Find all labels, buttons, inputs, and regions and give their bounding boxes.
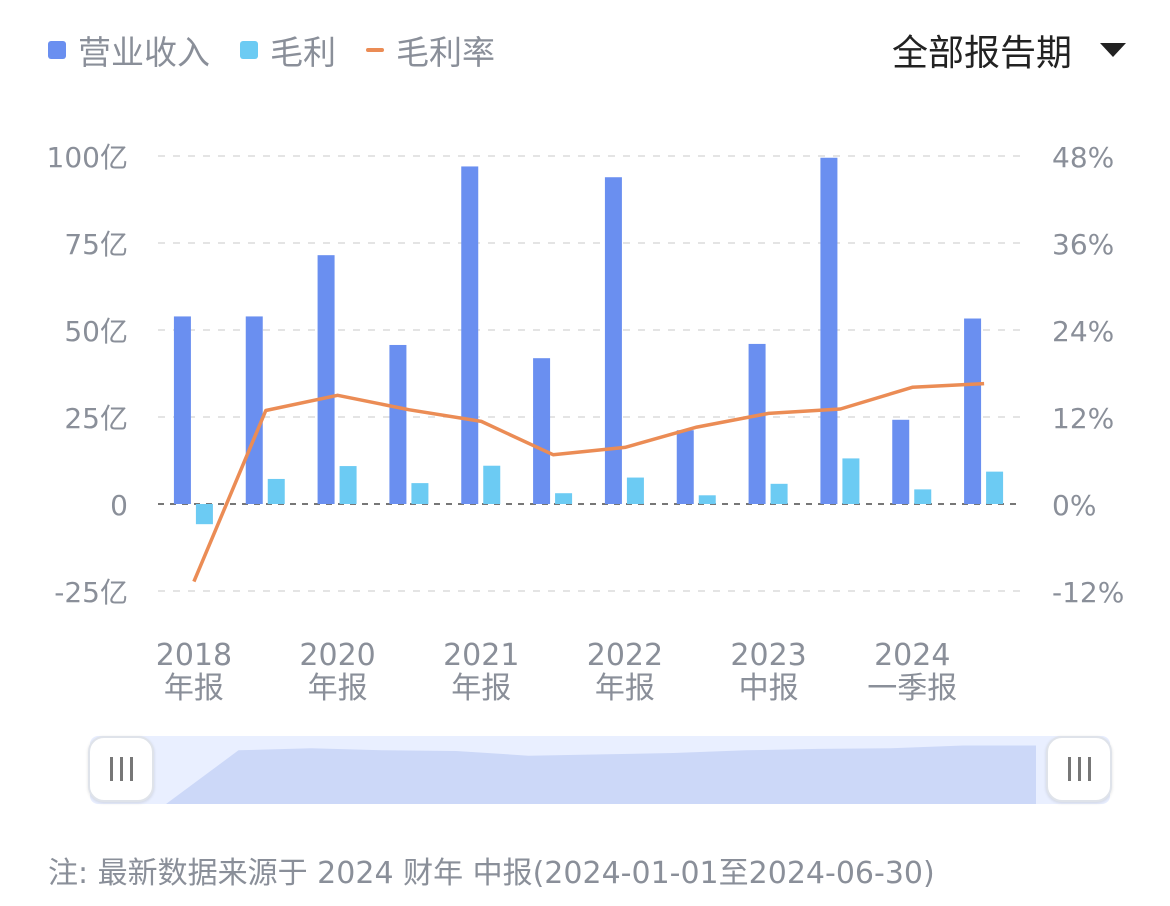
x-tick-label: 中报 (739, 671, 799, 706)
revenue-bar (604, 177, 622, 504)
gross-profit-bar (195, 504, 213, 525)
legend-item-revenue[interactable]: 营业收入 (48, 26, 210, 74)
x-tick-label: 年报 (164, 671, 224, 706)
gross-profit-bar (555, 493, 573, 504)
x-tick-label: 2023 (730, 638, 806, 673)
revenue-bar (461, 166, 479, 504)
x-tick-label: 年报 (451, 671, 511, 706)
slider-handle-right[interactable] (1046, 736, 1112, 802)
overview-area-chart (166, 745, 1036, 804)
y-right-tick-label: 36% (1052, 228, 1114, 261)
gross-profit-bar (698, 495, 716, 504)
revenue-bar (317, 255, 335, 504)
y-right-tick-label: 0% (1052, 489, 1096, 522)
revenue-bar (389, 344, 407, 504)
legend-label-revenue: 营业收入 (78, 33, 210, 72)
gross-profit-bar (483, 465, 501, 504)
x-tick-label: 年报 (595, 671, 655, 706)
x-tick-label: 2018 (156, 638, 232, 673)
gross-profit-bar (626, 477, 644, 504)
gross-profit-bar (267, 478, 285, 504)
legend-label-gross-profit: 毛利 (270, 33, 336, 72)
legend-label-gross-margin: 毛利率 (396, 33, 495, 72)
revenue-bar (173, 316, 191, 504)
y-left-tick-label: 100亿 (47, 141, 128, 174)
revenue-bar (676, 430, 694, 504)
revenue-bar (533, 358, 551, 504)
bar-line-chart: 100亿 48% 75亿 36% 50亿 24% 25亿 12% 0 0% -25亿 -12% 2018… (47, 141, 1125, 706)
gross-margin-line (192, 381, 985, 583)
slider-handle-left[interactable] (88, 736, 154, 802)
gross-profit-bar (339, 466, 357, 504)
x-tick-label: 2020 (299, 638, 375, 673)
legend-swatch-revenue (48, 41, 66, 59)
gross-profit-bar (842, 458, 860, 504)
report-period-dropdown[interactable]: 全部报告期 (892, 22, 1126, 78)
caret-down-icon (1100, 43, 1126, 57)
y-right-tick-label: 12% (1052, 402, 1114, 435)
revenue-bar (964, 318, 982, 504)
y-right-tick-label: 48% (1052, 141, 1114, 174)
x-tick-label: 一季报 (867, 671, 957, 706)
revenue-bar (245, 316, 263, 504)
revenue-bar (892, 419, 910, 504)
y-left-tick-label: 25亿 (64, 402, 128, 435)
legend-swatch-gross-margin (366, 48, 384, 52)
legend-item-gross-profit[interactable]: 毛利 (240, 26, 336, 74)
chart-legend: 营业收入 毛利 毛利率 (48, 22, 525, 78)
revenue-bar (748, 343, 766, 504)
legend-item-gross-margin[interactable]: 毛利率 (366, 26, 495, 74)
y-left-tick-label: -25亿 (54, 576, 128, 609)
y-left-tick-label: 50亿 (64, 315, 128, 348)
gross-profit-bar (986, 471, 1004, 504)
gross-profit-bar (914, 489, 932, 504)
y-left-tick-label: 75亿 (64, 228, 128, 261)
data-source-note: 注: 最新数据来源于 2024 财年 中报(2024-01-01至2024-06… (48, 856, 935, 891)
grip-icon (1067, 757, 1091, 781)
y-right-tick-label: 24% (1052, 315, 1114, 348)
revenue-bar (820, 157, 838, 505)
y-left-tick-label: 0 (110, 489, 128, 522)
x-tick-label: 2021 (443, 638, 519, 673)
report-period-label: 全部报告期 (891, 33, 1072, 74)
grip-icon (109, 757, 133, 781)
gross-profit-bar (770, 483, 788, 504)
y-right-tick-label: -12% (1052, 576, 1124, 609)
x-tick-label: 2022 (587, 638, 663, 673)
gross-profit-bar (411, 483, 429, 504)
range-slider[interactable] (88, 736, 1112, 804)
x-tick-label: 年报 (308, 671, 368, 706)
legend-swatch-gross-profit (240, 41, 258, 59)
x-tick-label: 2024 (874, 638, 950, 673)
overview-area (166, 745, 1036, 804)
